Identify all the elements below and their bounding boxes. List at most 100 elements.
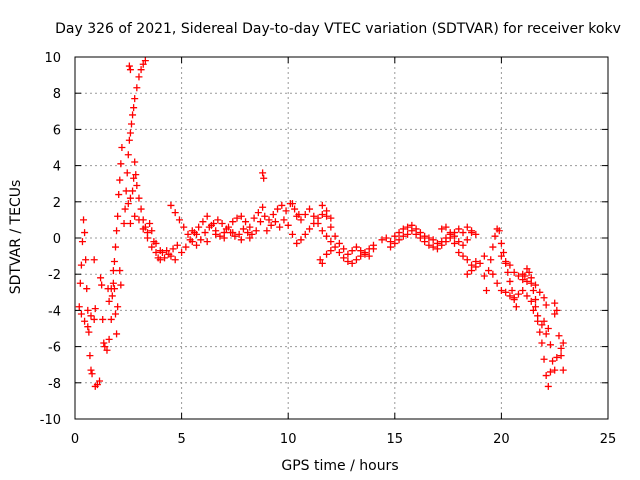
data-point — [429, 243, 437, 251]
data-point — [131, 212, 139, 220]
data-point — [297, 216, 305, 224]
data-point — [121, 205, 129, 213]
data-point — [395, 236, 403, 244]
data-point — [126, 66, 134, 74]
data-point — [129, 187, 137, 195]
data-point — [259, 169, 267, 177]
data-point — [534, 312, 542, 320]
data-point — [169, 245, 177, 253]
data-point — [425, 241, 433, 249]
data-point — [489, 243, 497, 251]
data-point — [129, 111, 137, 119]
data-point — [75, 303, 83, 311]
data-point — [237, 236, 245, 244]
data-point — [246, 223, 254, 231]
data-point — [327, 247, 335, 255]
data-point — [532, 296, 540, 304]
data-point — [212, 230, 220, 238]
y-tick-label: 2 — [53, 196, 61, 211]
data-point — [327, 238, 335, 246]
data-point — [472, 230, 480, 238]
data-point — [235, 230, 243, 238]
data-point — [395, 229, 403, 237]
data-point — [318, 201, 326, 209]
data-point — [231, 232, 239, 240]
data-point — [391, 239, 399, 247]
data-point — [344, 250, 352, 258]
data-point — [274, 205, 282, 213]
data-point — [267, 221, 275, 229]
data-point — [109, 279, 117, 287]
data-point — [108, 292, 116, 300]
data-point — [540, 317, 548, 325]
data-point — [250, 214, 258, 222]
data-marks — [75, 57, 567, 390]
data-point — [459, 252, 467, 260]
data-point — [125, 136, 133, 144]
data-point — [126, 194, 134, 202]
data-point — [90, 315, 98, 323]
data-point — [514, 290, 522, 298]
data-point — [455, 238, 463, 246]
data-point — [124, 200, 132, 208]
data-point — [293, 239, 301, 247]
data-point — [161, 254, 169, 262]
data-point — [103, 346, 111, 354]
data-point — [85, 328, 93, 336]
data-point — [318, 227, 326, 235]
y-tick-label: -2 — [48, 268, 61, 283]
data-point — [99, 315, 107, 323]
data-point — [197, 236, 205, 244]
data-point — [318, 259, 326, 267]
data-point — [340, 254, 348, 262]
data-point — [131, 95, 139, 103]
y-tick-label: 10 — [44, 51, 61, 66]
data-point — [412, 230, 420, 238]
data-point — [143, 234, 151, 242]
data-point — [442, 223, 450, 231]
data-point — [117, 281, 125, 289]
data-point — [551, 299, 559, 307]
data-point — [506, 292, 514, 300]
data-point — [527, 297, 535, 305]
data-point — [459, 241, 467, 249]
data-point — [323, 250, 331, 258]
data-point — [126, 129, 134, 137]
data-point — [252, 227, 260, 235]
data-point — [171, 209, 179, 217]
x-tick-label: 15 — [387, 432, 404, 447]
data-point — [188, 227, 196, 235]
data-point — [546, 341, 554, 349]
data-point — [489, 270, 497, 278]
x-tick-labels: 0 5 10 15 20 25 — [71, 432, 616, 447]
data-point — [93, 381, 101, 389]
data-point — [480, 252, 488, 260]
data-point — [542, 372, 550, 380]
data-point — [482, 286, 490, 294]
data-point — [135, 73, 143, 81]
data-point — [180, 223, 188, 231]
data-point — [485, 267, 493, 275]
data-point — [532, 303, 540, 311]
data-point — [171, 256, 179, 264]
data-point — [193, 230, 201, 238]
data-point — [203, 212, 211, 220]
data-point — [506, 261, 514, 269]
data-point — [510, 294, 518, 302]
data-point — [148, 227, 156, 235]
data-point — [137, 205, 145, 213]
data-point — [433, 245, 441, 253]
data-point — [229, 218, 237, 226]
data-point — [348, 259, 356, 267]
data-point — [86, 352, 94, 360]
data-point — [306, 205, 314, 213]
data-point — [184, 230, 192, 238]
data-point — [335, 239, 343, 247]
data-point — [551, 310, 559, 318]
y-tick-label: 8 — [53, 87, 61, 102]
data-point — [178, 248, 186, 256]
axis-ticks — [74, 56, 609, 420]
data-point — [459, 229, 467, 237]
